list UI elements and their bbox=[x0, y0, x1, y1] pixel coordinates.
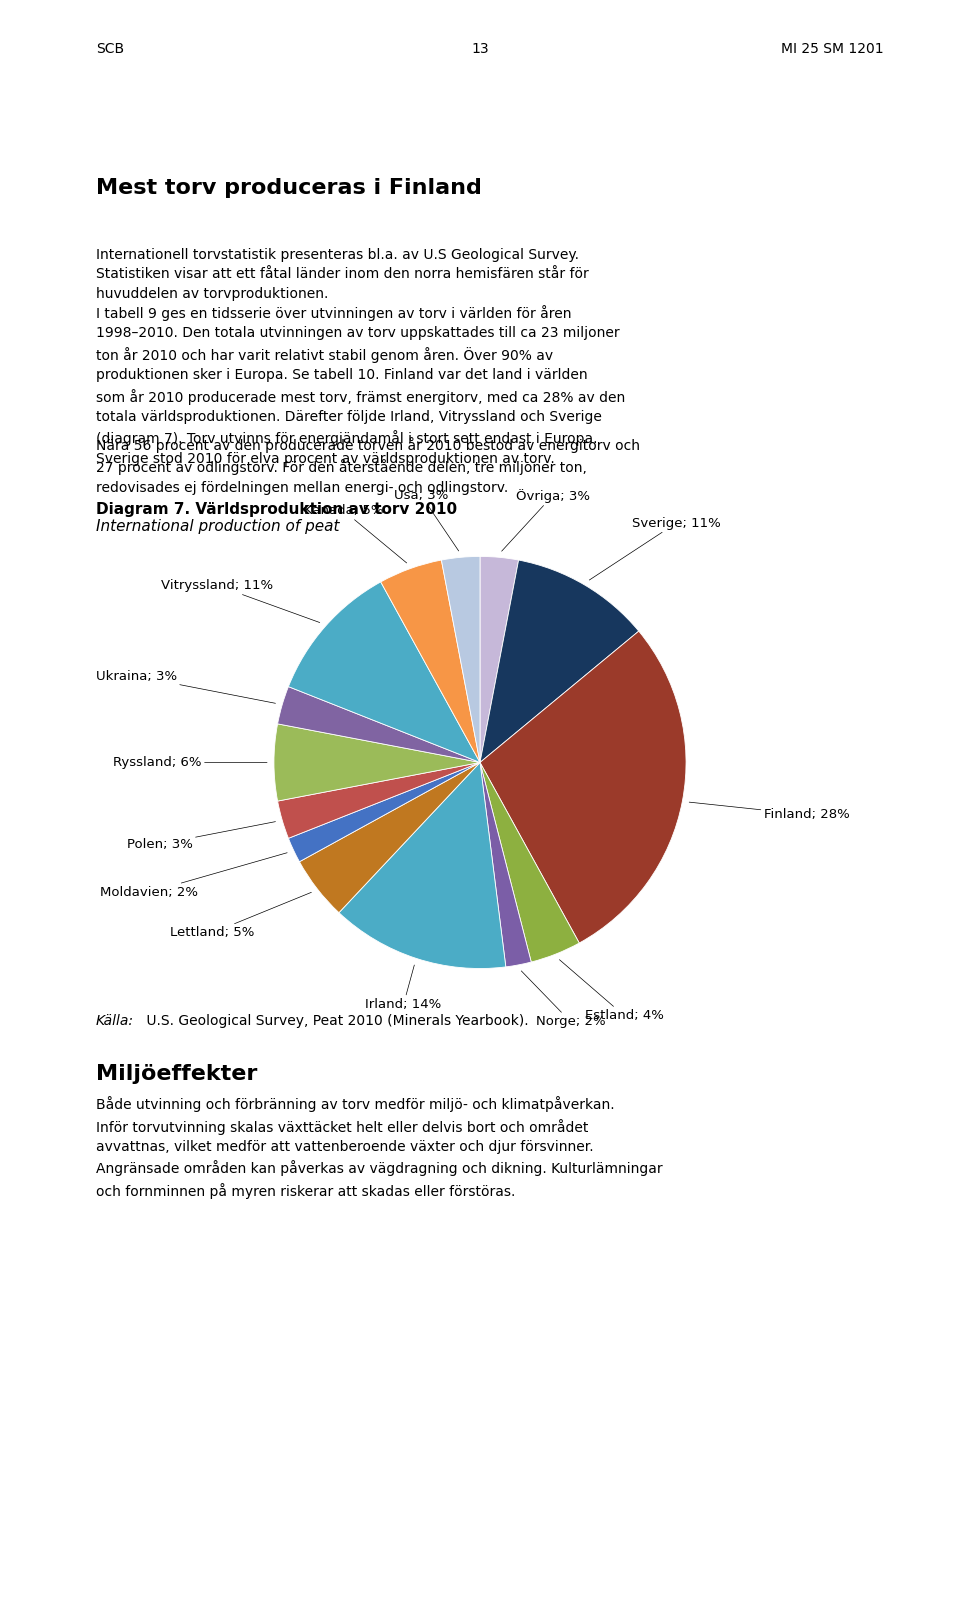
Text: Nära 56 procent av den producerade torven år 2010 bestod av energitorv och
27 pr: Nära 56 procent av den producerade torve… bbox=[96, 437, 640, 494]
Text: Källa:: Källa: bbox=[96, 1013, 134, 1028]
Wedge shape bbox=[381, 560, 480, 763]
Wedge shape bbox=[480, 560, 638, 763]
Text: Internationell torvstatistik presenteras bl.a. av U.S Geological Survey.
Statist: Internationell torvstatistik presenteras… bbox=[96, 248, 588, 301]
Text: 13: 13 bbox=[471, 42, 489, 57]
Text: Ukraina; 3%: Ukraina; 3% bbox=[96, 670, 276, 703]
Wedge shape bbox=[480, 631, 686, 942]
Text: Diagram 7. Världsproduktion av torv 2010: Diagram 7. Världsproduktion av torv 2010 bbox=[96, 502, 457, 516]
Text: Usa; 3%: Usa; 3% bbox=[395, 489, 459, 550]
Text: Miljöeffekter: Miljöeffekter bbox=[96, 1064, 257, 1085]
Wedge shape bbox=[288, 763, 480, 861]
Wedge shape bbox=[277, 763, 480, 839]
Text: Vitryssland; 11%: Vitryssland; 11% bbox=[160, 580, 320, 623]
Text: Lettland; 5%: Lettland; 5% bbox=[170, 892, 311, 939]
Text: Finland; 28%: Finland; 28% bbox=[689, 801, 850, 821]
Text: Norge; 2%: Norge; 2% bbox=[521, 971, 605, 1028]
Text: Ryssland; 6%: Ryssland; 6% bbox=[113, 756, 267, 769]
Wedge shape bbox=[339, 763, 506, 968]
Wedge shape bbox=[300, 763, 480, 913]
Wedge shape bbox=[288, 581, 480, 763]
Text: Moldavien; 2%: Moldavien; 2% bbox=[100, 853, 287, 899]
Text: Övriga; 3%: Övriga; 3% bbox=[502, 489, 589, 550]
Text: Irland; 14%: Irland; 14% bbox=[366, 965, 442, 1010]
Wedge shape bbox=[442, 557, 480, 763]
Wedge shape bbox=[274, 724, 480, 801]
Text: I tabell 9 ges en tidsserie över utvinningen av torv i världen för åren
1998–201: I tabell 9 ges en tidsserie över utvinni… bbox=[96, 304, 625, 466]
Text: U.S. Geological Survey, Peat 2010 (Minerals Yearbook).: U.S. Geological Survey, Peat 2010 (Miner… bbox=[142, 1013, 529, 1028]
Text: Mest torv produceras i Finland: Mest torv produceras i Finland bbox=[96, 178, 482, 198]
Text: SCB: SCB bbox=[96, 42, 124, 57]
Text: Sverige; 11%: Sverige; 11% bbox=[589, 516, 721, 580]
Wedge shape bbox=[480, 763, 579, 962]
Wedge shape bbox=[480, 763, 531, 967]
Text: Estland; 4%: Estland; 4% bbox=[560, 960, 663, 1022]
Text: Kanada; 5%: Kanada; 5% bbox=[303, 504, 407, 563]
Text: MI 25 SM 1201: MI 25 SM 1201 bbox=[780, 42, 883, 57]
Wedge shape bbox=[277, 686, 480, 763]
Text: Både utvinning och förbränning av torv medför miljö- och klimatpåverkan.
Inför t: Både utvinning och förbränning av torv m… bbox=[96, 1096, 662, 1198]
Wedge shape bbox=[480, 557, 518, 763]
Text: International production of peat: International production of peat bbox=[96, 520, 340, 534]
Text: Polen; 3%: Polen; 3% bbox=[127, 821, 276, 850]
